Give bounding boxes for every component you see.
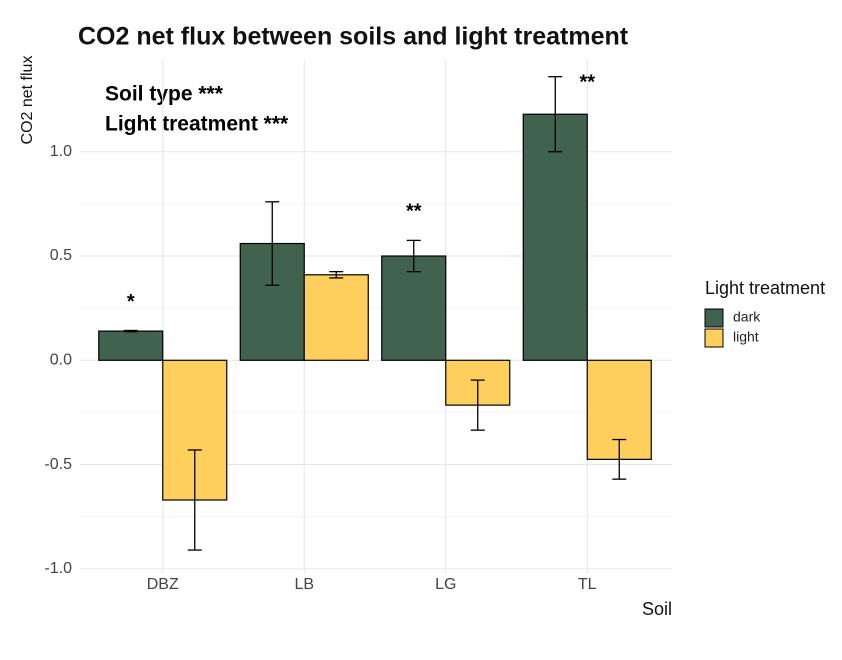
significance-label: ** (406, 201, 422, 223)
error-bar (612, 438, 627, 480)
error-bar (265, 201, 280, 286)
legend-key (704, 328, 724, 348)
annotation: Light treatment *** (105, 113, 289, 136)
significance-label: ** (579, 71, 595, 93)
legend-key (704, 308, 724, 328)
x-tick-label: LG (435, 576, 456, 593)
error-bar (406, 239, 421, 273)
y-tick-label: 1.0 (50, 143, 72, 160)
bar (98, 330, 164, 361)
x-tick-label: LB (294, 576, 314, 593)
significance-label: * (127, 291, 135, 313)
bar (381, 255, 447, 361)
annotation: Soil type *** (105, 83, 224, 106)
x-axis-label: Soil (642, 599, 672, 619)
error-bar (470, 379, 485, 431)
y-tick-label: 0.5 (50, 247, 72, 264)
x-tick-label: TL (578, 576, 597, 593)
y-tick-label: -0.5 (44, 456, 72, 473)
x-tick-label: DBZ (147, 576, 179, 593)
y-axis-label: CO2 net flux (19, 56, 36, 145)
legend-label: light (733, 329, 759, 345)
error-bar (329, 271, 344, 279)
y-tick-label: -1.0 (44, 560, 72, 577)
error-bar (548, 76, 563, 153)
chart-title: CO2 net flux between soils and light tre… (78, 23, 629, 51)
bar (303, 274, 369, 361)
error-bar (123, 329, 138, 333)
bar (522, 113, 588, 361)
error-bar (187, 449, 202, 551)
y-tick-label: 0.0 (50, 352, 72, 369)
legend-label: dark (733, 309, 761, 325)
legend-title: Light treatment (705, 278, 825, 298)
